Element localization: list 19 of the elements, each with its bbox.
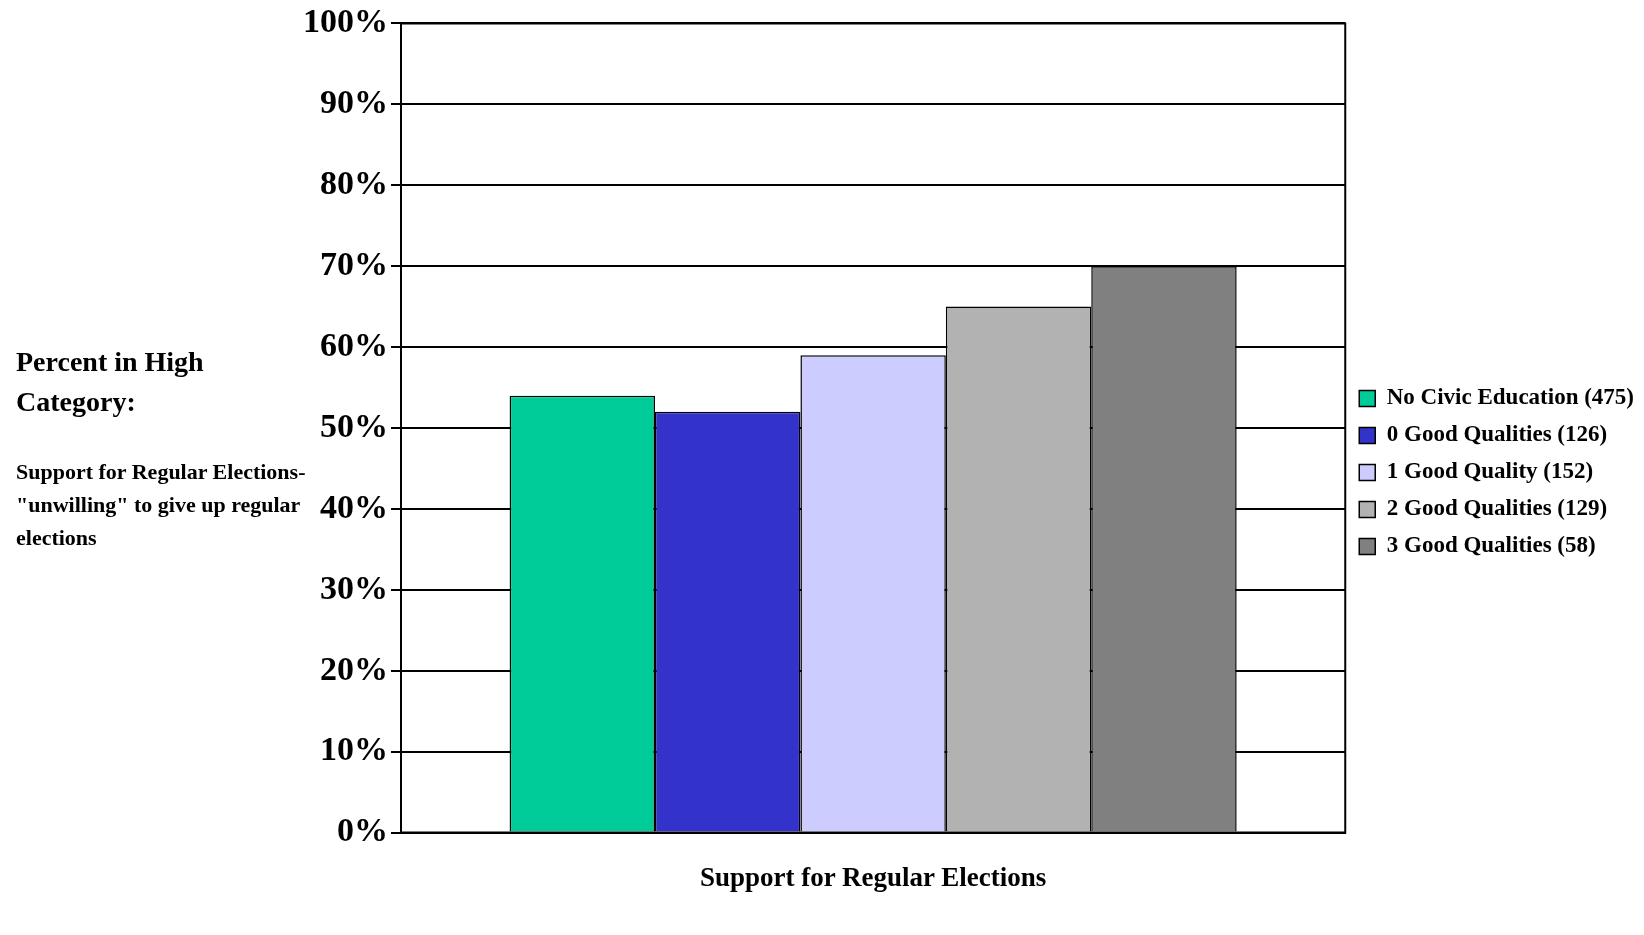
y-tick-label: 0%	[337, 811, 388, 849]
y-tick-label: 80%	[320, 164, 388, 202]
y-tick-label: 20%	[320, 649, 388, 687]
legend-label: 3 Good Qualities (58)	[1386, 532, 1596, 558]
x-tick-label: Support for Regular Elections	[699, 861, 1047, 892]
y-tick-label: 40%	[320, 487, 388, 525]
text: Support for Regular Elections- "unwilling" to give up regular elections	[16, 458, 306, 552]
legend-label: 0 Good Qualities (126)	[1386, 421, 1608, 447]
legend-label: 2 Good Qualities (129)	[1386, 495, 1608, 521]
y-axis-title: Percent in High Category:	[16, 345, 205, 419]
y-tick-label: 30%	[320, 568, 388, 606]
y-tick-label: 70%	[320, 244, 388, 282]
y-tick-label: 50%	[320, 406, 388, 444]
y-tick-label: 90%	[320, 83, 388, 121]
legend-label: 1 Good Quality (152)	[1386, 458, 1594, 484]
y-tick-label: 100%	[303, 2, 388, 40]
y-tick-label: 10%	[320, 730, 388, 768]
legend-label: No Civic Education (475)	[1386, 384, 1634, 410]
y-tick-label: 60%	[320, 325, 388, 363]
